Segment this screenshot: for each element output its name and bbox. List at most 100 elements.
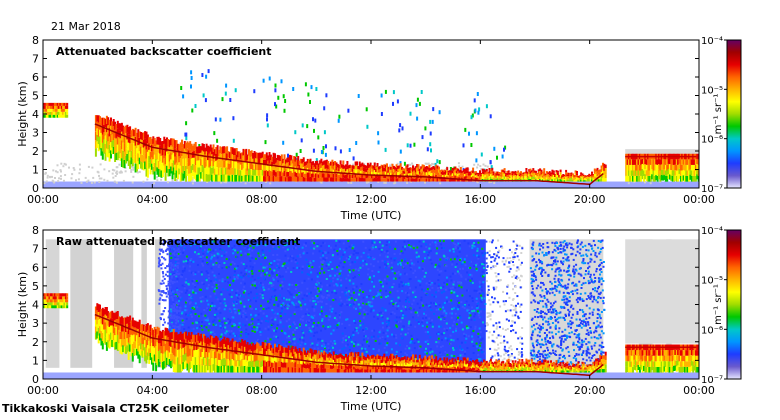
aerosol-strip xyxy=(536,172,539,175)
noise-pixel xyxy=(317,347,320,350)
echo-pixel xyxy=(274,102,276,107)
noise-pixel xyxy=(323,315,326,318)
aerosol-strip xyxy=(196,146,199,154)
noise-pixel xyxy=(260,331,263,333)
echo-pixel xyxy=(325,93,328,98)
aerosol-strip xyxy=(570,174,573,177)
aerosol-strip xyxy=(462,172,465,175)
aerosol-strip xyxy=(157,160,160,169)
aerosol-strip xyxy=(686,159,689,165)
aerosol-strip xyxy=(172,138,175,146)
aerosol-strip xyxy=(205,166,208,174)
noise-pixel xyxy=(248,257,251,260)
aerosol-strip xyxy=(681,170,684,176)
aerosol-strip xyxy=(151,157,153,164)
noise-pixel xyxy=(414,325,417,328)
noise-pixel xyxy=(177,273,180,276)
noise-pixel xyxy=(199,296,202,299)
noise-pixel xyxy=(434,263,437,266)
noise-pixel xyxy=(320,350,323,353)
noise-pixel xyxy=(130,170,133,173)
noise-pixel xyxy=(180,290,183,293)
aerosol-strip xyxy=(565,174,568,177)
aerosol-strip xyxy=(548,179,551,182)
noise-pixel xyxy=(354,341,357,344)
aerosol-strip xyxy=(511,173,514,176)
aerosol-strip xyxy=(112,140,115,147)
aerosol-strip xyxy=(541,177,544,180)
aerosol-strip xyxy=(596,173,599,176)
noise-pixel xyxy=(421,324,424,327)
noise-pixel xyxy=(297,340,300,343)
aerosol-strip xyxy=(208,160,211,168)
noise-pixel xyxy=(385,264,388,267)
noise-pixel xyxy=(461,165,464,168)
aerosol-strip xyxy=(550,179,552,182)
noise-pixel xyxy=(205,256,208,259)
aerosol-strip xyxy=(566,176,569,178)
aerosol-strip xyxy=(674,175,677,181)
noise-pixel xyxy=(457,162,460,165)
aerosol-strip xyxy=(668,174,671,180)
noise-pixel xyxy=(318,272,321,275)
aerosol-strip xyxy=(388,175,391,179)
aerosol-strip xyxy=(473,175,476,178)
noise-pixel xyxy=(363,313,366,316)
aerosol-strip xyxy=(138,157,141,165)
echo-pixel xyxy=(266,117,268,122)
aerosol-strip xyxy=(448,170,451,173)
aerosol-strip xyxy=(398,171,401,176)
aerosol-strip xyxy=(651,158,654,164)
noise-pixel xyxy=(352,291,355,294)
aerosol-strip xyxy=(112,126,115,133)
noise-pixel xyxy=(410,180,413,183)
noise-pixel xyxy=(473,289,476,292)
aerosol-strip xyxy=(111,147,114,155)
aerosol-strip xyxy=(394,166,397,170)
aerosol-strip xyxy=(684,164,686,171)
echo-pixel xyxy=(282,140,285,145)
noise-pixel xyxy=(345,286,348,289)
noise-pixel xyxy=(58,177,60,180)
noise-pixel xyxy=(385,321,388,323)
noise-pixel xyxy=(327,263,330,266)
noise-pixel xyxy=(173,327,176,330)
noise-pixel xyxy=(372,348,375,350)
aerosol-strip xyxy=(446,172,449,176)
noise-pixel xyxy=(331,345,333,348)
aerosol-strip xyxy=(176,172,179,180)
noise-pixel xyxy=(243,295,246,298)
noise-pixel xyxy=(167,181,169,184)
aerosol-strip xyxy=(243,168,246,176)
echo-pixel xyxy=(468,131,470,136)
aerosol-strip xyxy=(324,164,327,169)
aerosol-strip xyxy=(212,166,215,174)
aerosol-strip xyxy=(439,174,442,177)
aerosol-strip xyxy=(108,153,111,162)
noise-pixel xyxy=(271,288,274,290)
noise-pixel xyxy=(233,245,236,248)
aerosol-strip xyxy=(405,165,408,169)
aerosol-strip xyxy=(306,158,309,164)
aerosol-strip xyxy=(163,151,166,159)
noise-pixel xyxy=(233,324,236,327)
aerosol-strip xyxy=(432,178,435,182)
y-tick-label: 1 xyxy=(32,164,39,177)
noise-pixel xyxy=(232,332,235,335)
aerosol-strip xyxy=(566,174,569,177)
noise-pixel xyxy=(287,257,290,260)
aerosol-strip xyxy=(335,173,338,178)
noise-pixel xyxy=(170,321,173,324)
aerosol-strip xyxy=(275,176,278,182)
aerosol-strip xyxy=(284,168,287,173)
aerosol-strip xyxy=(182,144,185,152)
aerosol-strip xyxy=(53,105,56,109)
echo-pixel xyxy=(473,98,476,103)
aerosol-strip xyxy=(416,164,419,168)
aerosol-strip xyxy=(386,177,388,182)
aerosol-strip xyxy=(416,167,419,171)
noise-pixel xyxy=(93,181,96,184)
aerosol-strip xyxy=(246,165,249,171)
aerosol-strip xyxy=(48,102,51,106)
aerosol-strip xyxy=(627,176,630,182)
